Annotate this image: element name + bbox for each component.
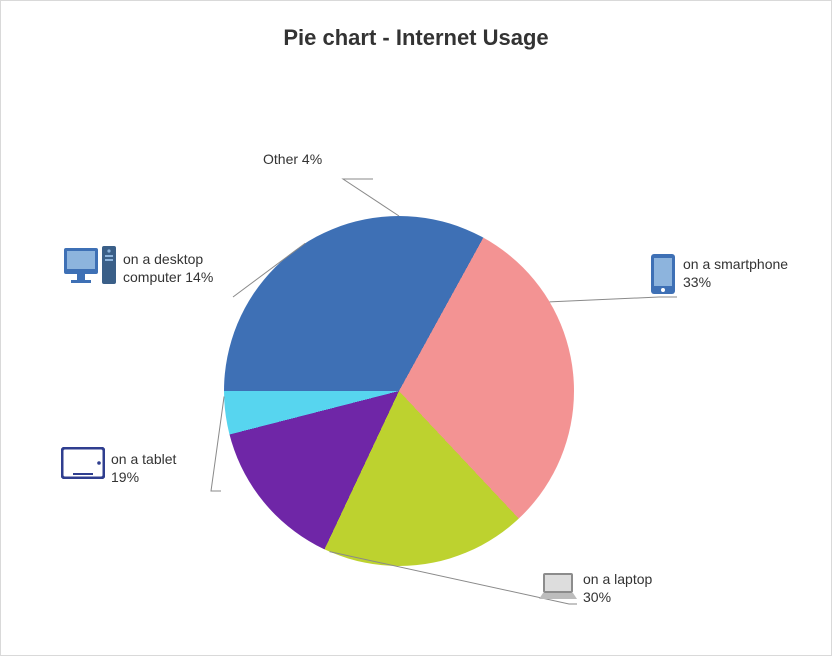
desktop-icon <box>63 245 117 287</box>
chart-title: Pie chart - Internet Usage <box>1 25 831 51</box>
label-tablet-line2: 19% <box>111 469 176 487</box>
label-desktop: on a desktop computer 14% <box>123 251 213 286</box>
smartphone-icon <box>649 253 677 295</box>
tablet-icon <box>61 447 105 479</box>
leader-other <box>343 179 399 216</box>
label-smartphone-line2: 33% <box>683 274 788 292</box>
pie-disc <box>224 216 574 566</box>
pie-chart <box>224 216 574 566</box>
chart-frame: Pie chart - Internet Usage on a smartpho… <box>0 0 832 656</box>
label-laptop-line1: on a laptop <box>583 571 652 589</box>
label-desktop-line2: computer 14% <box>123 269 213 287</box>
label-laptop-line2: 30% <box>583 589 652 607</box>
label-desktop-line1: on a desktop <box>123 251 213 269</box>
label-other-line1: Other 4% <box>263 151 322 169</box>
leader-tablet <box>211 396 224 491</box>
label-laptop: on a laptop 30% <box>583 571 652 606</box>
label-smartphone: on a smartphone 33% <box>683 256 788 291</box>
label-tablet: on a tablet 19% <box>111 451 176 486</box>
laptop-icon <box>537 571 579 601</box>
label-other: Other 4% <box>263 151 322 169</box>
label-tablet-line1: on a tablet <box>111 451 176 469</box>
label-smartphone-line1: on a smartphone <box>683 256 788 274</box>
